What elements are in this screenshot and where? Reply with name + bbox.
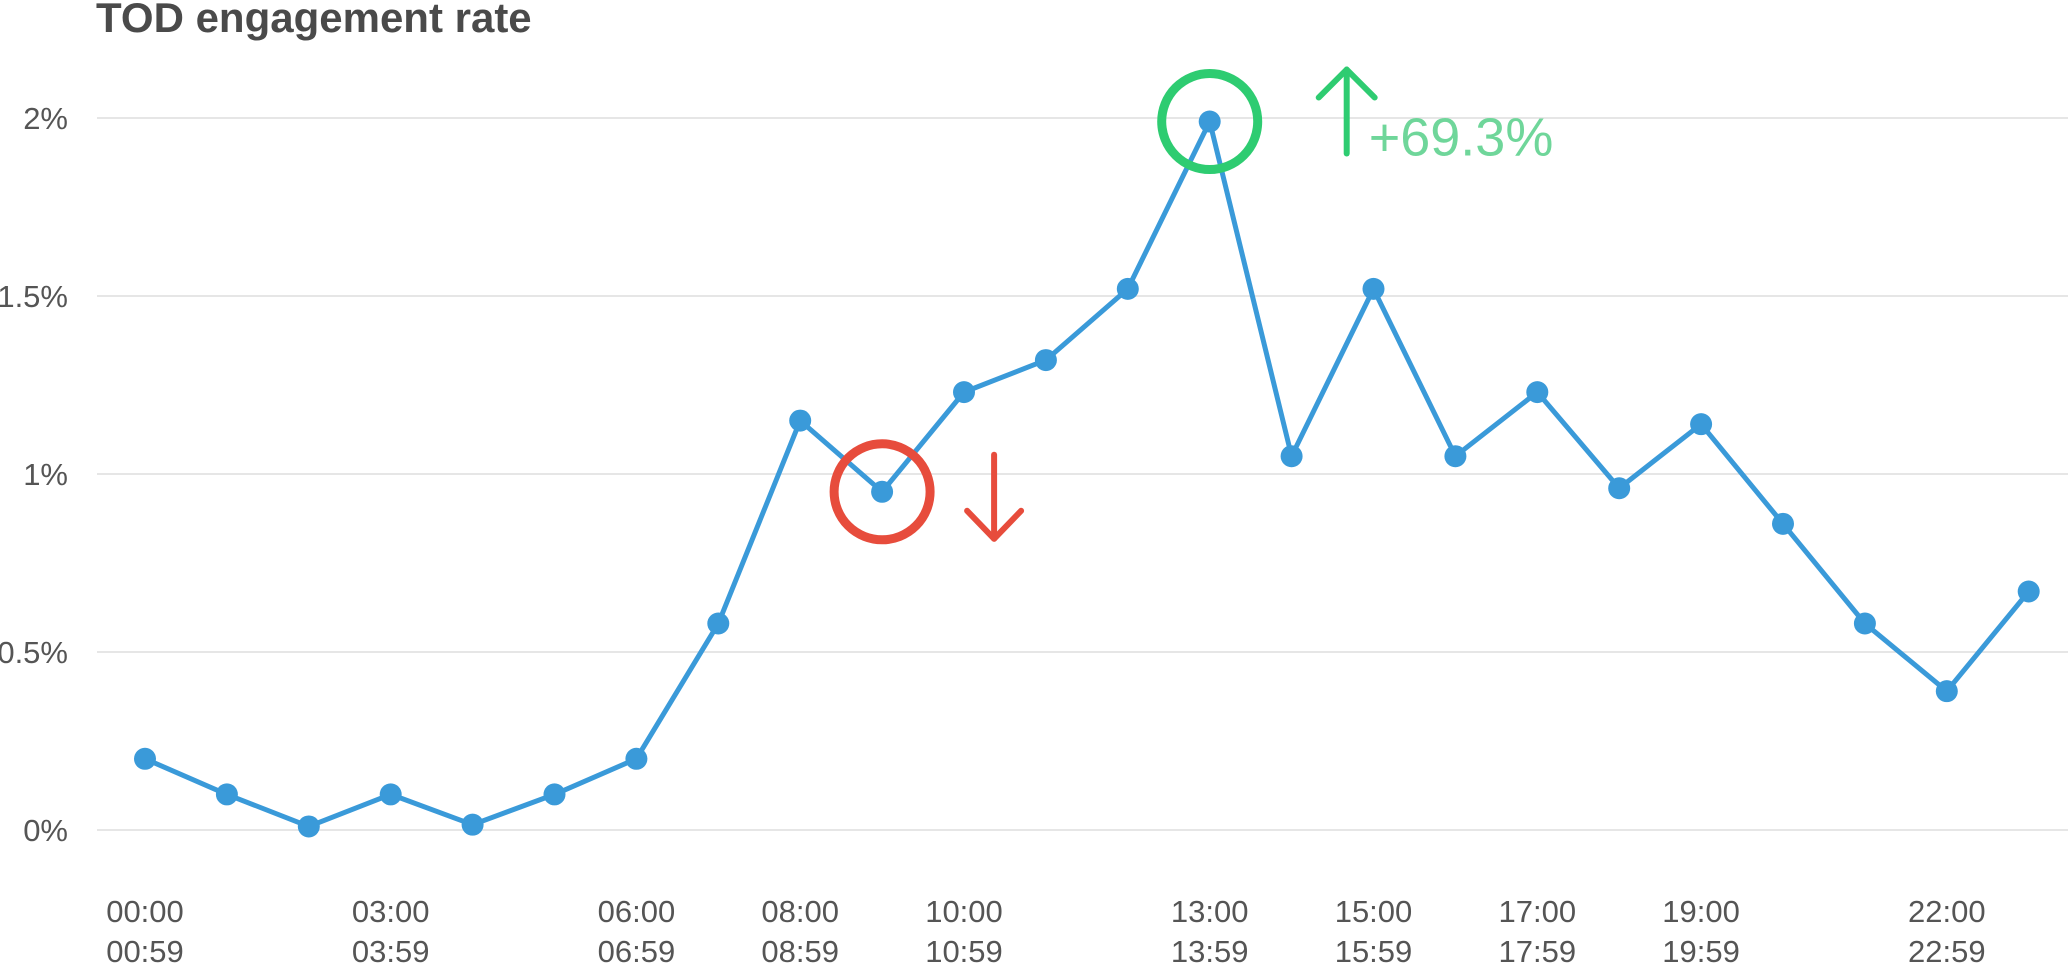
x-tick-label-start: 06:00	[598, 894, 676, 929]
data-point	[1444, 445, 1467, 468]
x-tick-label-start: 13:00	[1171, 894, 1249, 929]
data-point	[707, 612, 730, 635]
x-tick-label-end: 13:59	[1171, 934, 1249, 966]
y-tick-label: 0%	[23, 813, 68, 848]
y-tick-label: 2%	[23, 101, 68, 136]
data-point	[1280, 445, 1303, 468]
data-point	[1116, 277, 1139, 300]
y-axis-labels: 0% 0.5% 1% 1.5% 2%	[0, 101, 68, 848]
highlight-circle	[1157, 69, 1263, 175]
annotations: +69.3%	[829, 66, 1554, 545]
data-point	[1198, 110, 1221, 133]
x-tick-label-start: 17:00	[1499, 894, 1577, 929]
data-point	[1690, 413, 1713, 436]
y-tick-label: 1%	[23, 457, 68, 492]
chart-title: TOD engagement rate	[96, 0, 532, 41]
x-axis-labels: 00:00 00:59 03:00 03:59 06:00 06:59 08:00 08:59…	[106, 894, 1985, 966]
data-point	[789, 409, 812, 432]
data-point	[543, 783, 566, 806]
data-point	[1935, 680, 1958, 703]
x-tick-label-end: 10:59	[925, 934, 1003, 966]
data-point	[625, 747, 648, 770]
x-tick-label-end: 19:59	[1662, 934, 1740, 966]
x-tick-label-start: 10:00	[925, 894, 1003, 929]
data-point	[1608, 477, 1631, 500]
arrow-down-icon	[964, 451, 1025, 542]
x-tick-label-start: 19:00	[1662, 894, 1740, 929]
x-tick-label-start: 00:00	[106, 894, 184, 929]
data-point	[215, 783, 238, 806]
series-layer	[134, 110, 2040, 838]
data-point	[1853, 612, 1876, 635]
series-line	[142, 119, 2032, 829]
x-tick-label-start: 22:00	[1908, 894, 1986, 929]
arrow-up-icon	[1315, 66, 1378, 157]
x-tick-label-end: 17:59	[1499, 934, 1577, 966]
y-tick-label: 0.5%	[0, 635, 68, 670]
x-tick-label-end: 00:59	[106, 934, 184, 966]
data-point	[1034, 349, 1057, 372]
x-tick-label-end: 08:59	[761, 934, 839, 966]
data-point	[953, 381, 975, 404]
data-point	[1772, 512, 1794, 535]
x-tick-label-start: 15:00	[1335, 894, 1413, 929]
data-point	[461, 813, 484, 836]
data-point	[297, 815, 320, 838]
x-tick-label-end: 15:59	[1335, 934, 1413, 966]
data-point	[2017, 580, 2040, 603]
x-tick-label-end: 06:59	[598, 934, 676, 966]
x-tick-label-end: 22:59	[1908, 934, 1986, 966]
data-point	[1362, 277, 1385, 300]
highlight-circle	[829, 439, 935, 545]
percent-change-label: +69.3%	[1369, 108, 1554, 168]
data-point	[134, 747, 156, 770]
y-tick-label: 1.5%	[0, 279, 68, 314]
data-point	[379, 783, 402, 806]
data-point	[1526, 381, 1549, 404]
x-tick-label-start: 03:00	[352, 894, 430, 929]
x-tick-label-end: 03:59	[352, 934, 430, 966]
data-point	[871, 480, 894, 503]
x-tick-label-start: 08:00	[761, 894, 839, 929]
grid-lines	[97, 117, 2068, 831]
